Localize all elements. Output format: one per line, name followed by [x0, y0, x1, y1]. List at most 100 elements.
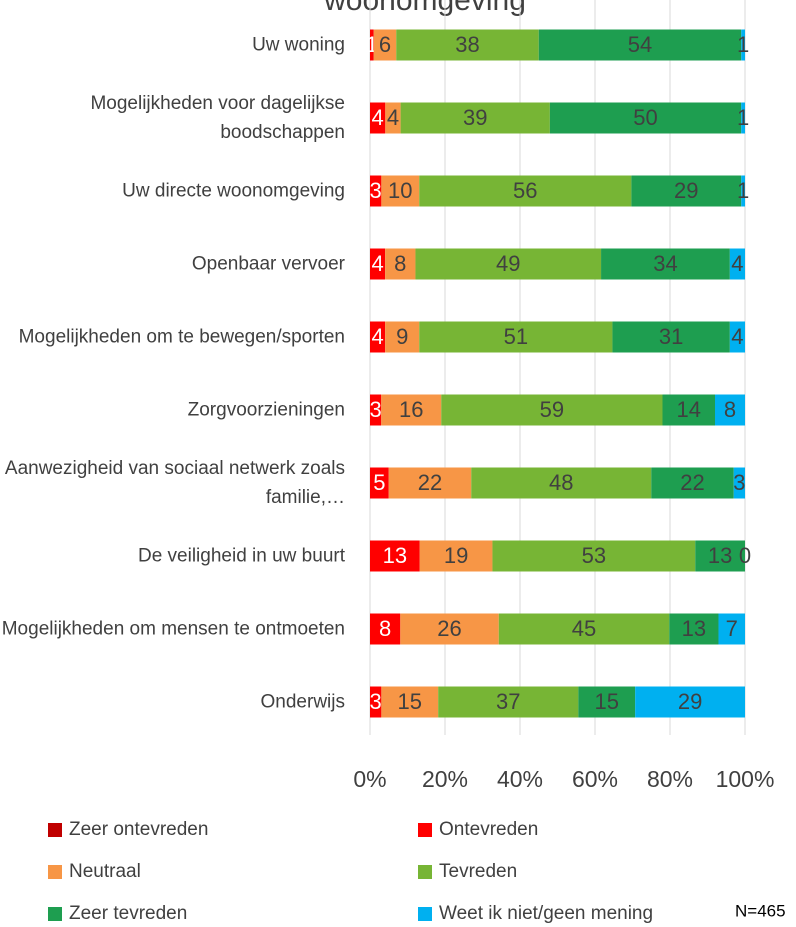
data-label: 22: [418, 470, 442, 495]
bar-segment: [370, 321, 386, 353]
data-label: 34: [653, 251, 677, 276]
category-label: Mogelijkheden om mensen te ontmoeten: [1, 618, 345, 640]
chart-title: woonomgeving: [323, 0, 526, 17]
data-label: 59: [540, 397, 564, 422]
bar-segment: [381, 686, 439, 718]
legend-label: Ontevreden: [439, 819, 538, 840]
bar-segment: [733, 467, 745, 499]
x-tick-label: 20%: [422, 766, 468, 792]
data-label: 4: [731, 324, 743, 349]
data-label: 19: [444, 543, 468, 568]
bar-segment: [385, 321, 420, 353]
x-tick-label: 0%: [353, 766, 386, 792]
bar-segment: [370, 394, 382, 426]
data-label: 4: [371, 251, 383, 276]
data-label: 3: [370, 397, 382, 422]
bar-segment: [370, 613, 401, 645]
data-label: 26: [437, 616, 461, 641]
bar-segment: [370, 175, 382, 207]
data-label: 5: [373, 470, 385, 495]
bar-segment: [370, 248, 386, 280]
bar-segment: [662, 394, 715, 426]
bar-segment: [388, 467, 472, 499]
bar-segment: [385, 102, 401, 134]
category-label: Zorgvoorzieningen: [187, 399, 345, 421]
data-label: 7: [726, 616, 738, 641]
data-label: 1: [737, 32, 749, 57]
bar-segment: [612, 321, 730, 353]
bar-segment: [370, 102, 386, 134]
bar-segment: [651, 467, 734, 499]
data-label: 53: [582, 543, 606, 568]
data-label: 15: [595, 689, 619, 714]
data-label: 1: [737, 178, 749, 203]
legend-label: Weet ik niet/geen mening: [439, 903, 653, 924]
data-label: 50: [633, 105, 657, 130]
legend-swatch: [48, 865, 62, 879]
bar-segment: [370, 686, 382, 718]
data-label: 4: [387, 105, 399, 130]
bar-segment: [419, 540, 493, 572]
data-label: 4: [371, 324, 383, 349]
x-tick-label: 40%: [497, 766, 543, 792]
legend-label: Neutraal: [69, 861, 141, 882]
bar-segment: [400, 613, 499, 645]
bar-segment: [578, 686, 636, 718]
category-label: Uw directe woonomgeving: [122, 180, 345, 202]
data-label: 31: [659, 324, 683, 349]
data-label: 51: [504, 324, 528, 349]
bar-segment: [385, 248, 416, 280]
data-label: 16: [399, 397, 423, 422]
data-label: 8: [394, 251, 406, 276]
bar-segment: [741, 175, 745, 207]
legend-label: Zeer ontevreden: [69, 819, 208, 840]
data-label: 9: [396, 324, 408, 349]
x-tick-label: 60%: [572, 766, 618, 792]
legend-swatch: [48, 823, 62, 837]
bar-segment: [419, 175, 632, 207]
note: N=465: [735, 901, 786, 920]
data-label: 15: [398, 689, 422, 714]
bar-segment: [400, 102, 550, 134]
x-tick-label: 80%: [647, 766, 693, 792]
bar-segment: [741, 102, 745, 134]
bar-segment: [438, 686, 579, 718]
bar-segment: [729, 248, 745, 280]
data-label: 4: [731, 251, 743, 276]
data-label: 14: [677, 397, 701, 422]
data-label: 29: [678, 689, 702, 714]
bar-segment: [471, 467, 652, 499]
legend-swatch: [418, 823, 432, 837]
data-label: 3: [370, 689, 382, 714]
data-label: 49: [496, 251, 520, 276]
legend-label: Tevreden: [439, 861, 517, 882]
bar-segment: [741, 29, 745, 61]
bar-segment: [373, 29, 397, 61]
bar-segment: [601, 248, 730, 280]
data-label: 38: [455, 32, 479, 57]
data-label: 37: [496, 689, 520, 714]
category-label: Mogelijkheden voor dagelijkse boodschapp…: [90, 93, 345, 143]
category-label: Aanwezigheid van sociaal netwerk zoals f…: [4, 458, 345, 508]
bar-segment: [415, 248, 602, 280]
data-label: 39: [463, 105, 487, 130]
bar-segment: [635, 686, 745, 718]
bar-segment: [549, 102, 742, 134]
data-label: 6: [379, 32, 391, 57]
legend-swatch: [418, 865, 432, 879]
bar-segment: [538, 29, 742, 61]
legend-swatch: [48, 907, 62, 921]
data-label: 1: [737, 105, 749, 130]
data-label: 45: [572, 616, 596, 641]
bar-segment: [669, 613, 719, 645]
data-label: 8: [724, 397, 736, 422]
category-label: Onderwijs: [260, 691, 345, 713]
bar-segment: [370, 29, 374, 61]
data-label: 29: [674, 178, 698, 203]
data-label: 13: [383, 543, 407, 568]
data-label: 22: [680, 470, 704, 495]
data-label: 13: [708, 543, 732, 568]
bar-segment: [396, 29, 539, 61]
bar-segment: [729, 321, 745, 353]
